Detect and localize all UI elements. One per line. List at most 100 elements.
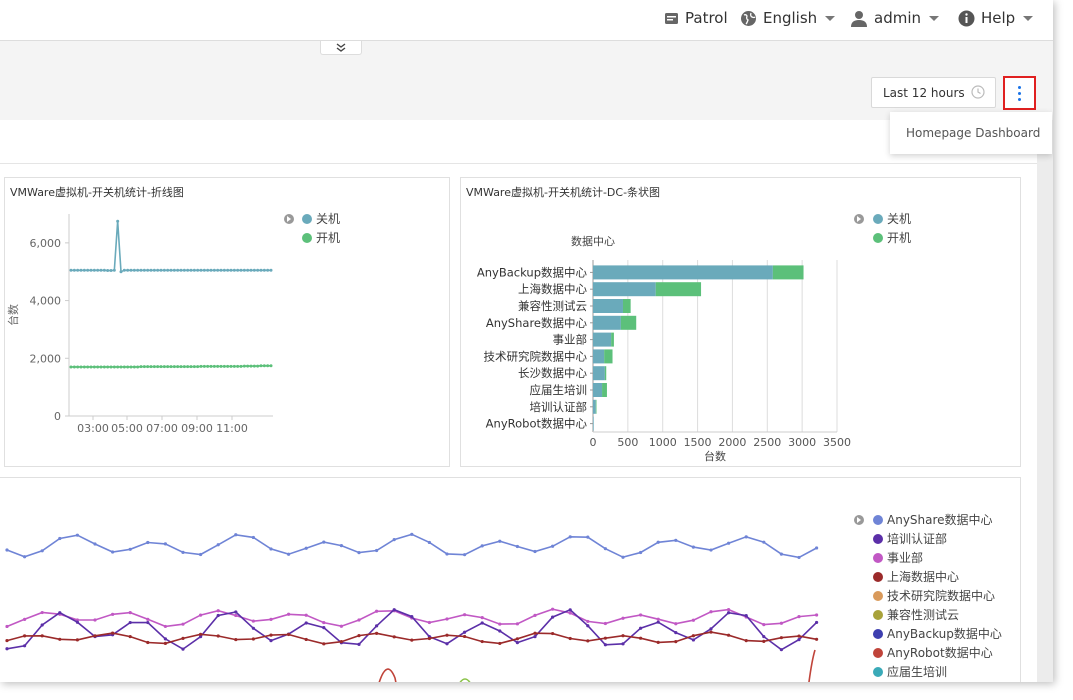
x-tick-label: 2500 bbox=[753, 436, 781, 449]
data-point bbox=[691, 638, 696, 642]
data-point bbox=[674, 622, 678, 626]
data-point bbox=[82, 268, 86, 272]
info-icon bbox=[958, 10, 975, 27]
time-range-picker[interactable]: Last 12 hours bbox=[871, 77, 996, 108]
legend-item-off[interactable]: 关机 bbox=[302, 210, 340, 227]
data-point bbox=[727, 607, 731, 612]
data-point bbox=[236, 268, 240, 272]
data-point bbox=[392, 538, 396, 542]
help-menu[interactable]: Help bbox=[958, 0, 1034, 36]
legend-item-off[interactable]: 关机 bbox=[873, 210, 911, 227]
data-point bbox=[709, 610, 713, 614]
legend-item[interactable]: AnyShare数据中心 bbox=[873, 511, 993, 528]
data-point bbox=[169, 365, 173, 369]
data-point bbox=[375, 631, 379, 635]
legend-expand-icon[interactable] bbox=[284, 214, 294, 224]
legend-item[interactable]: 技术研究院数据中心 bbox=[873, 587, 995, 604]
data-point bbox=[410, 532, 414, 536]
data-point bbox=[249, 268, 253, 272]
data-point bbox=[252, 268, 256, 272]
patrol-menu[interactable]: Patrol bbox=[664, 0, 728, 36]
data-point bbox=[445, 617, 449, 621]
data-point bbox=[159, 268, 163, 272]
y-axis-label: 台数 bbox=[6, 304, 20, 326]
x-tick-label: 11:00 bbox=[216, 422, 248, 435]
legend-marker bbox=[873, 213, 883, 224]
legend-item[interactable]: 上海数据中心 bbox=[873, 568, 959, 585]
data-point bbox=[109, 269, 113, 273]
legend-item[interactable]: 培训认证部 bbox=[873, 530, 947, 547]
legend-marker bbox=[873, 552, 883, 563]
data-point bbox=[242, 268, 246, 272]
data-point bbox=[199, 552, 203, 557]
data-point bbox=[189, 268, 193, 272]
data-point bbox=[111, 612, 115, 616]
data-point bbox=[339, 544, 343, 548]
data-point bbox=[199, 268, 203, 272]
data-point bbox=[111, 631, 115, 635]
data-point bbox=[251, 637, 255, 641]
data-point bbox=[533, 613, 537, 618]
data-point bbox=[146, 640, 150, 645]
data-point bbox=[75, 638, 79, 642]
legend-item[interactable]: AnyRobot数据中心 bbox=[873, 644, 993, 661]
data-point bbox=[727, 611, 731, 615]
data-point bbox=[149, 268, 153, 272]
legend-item-on[interactable]: 开机 bbox=[873, 229, 911, 246]
category-label: AnyShare数据中心 bbox=[486, 316, 588, 330]
data-point bbox=[674, 538, 678, 542]
legend-marker bbox=[873, 647, 883, 658]
legend-expand-icon[interactable] bbox=[854, 214, 864, 224]
data-point bbox=[815, 637, 819, 641]
language-menu[interactable]: English bbox=[740, 0, 836, 36]
data-point bbox=[92, 365, 96, 369]
data-point bbox=[196, 268, 200, 272]
data-point bbox=[159, 365, 163, 369]
data-point bbox=[72, 268, 76, 272]
legend-label: 开机 bbox=[316, 231, 341, 245]
legend-label: AnyBackup数据中心 bbox=[887, 627, 1002, 641]
data-point bbox=[149, 365, 153, 369]
data-point bbox=[126, 268, 130, 272]
data-point bbox=[102, 365, 106, 369]
data-point bbox=[445, 633, 449, 637]
data-point bbox=[162, 268, 166, 272]
bar-segment-关机 bbox=[593, 399, 596, 414]
vertical-scrollbar[interactable] bbox=[1037, 120, 1053, 682]
legend-marker bbox=[873, 514, 883, 525]
legend-item-on[interactable]: 开机 bbox=[302, 229, 340, 246]
data-point bbox=[779, 636, 784, 640]
data-point bbox=[262, 268, 266, 272]
data-point bbox=[226, 268, 230, 272]
bar-segment-关机 bbox=[593, 332, 612, 347]
data-point bbox=[152, 365, 156, 369]
more-options-button[interactable] bbox=[1003, 76, 1036, 110]
collapse-toggle-button[interactable] bbox=[320, 41, 362, 55]
data-point bbox=[249, 364, 253, 368]
homepage-dashboard-menu-item[interactable]: Homepage Dashboard bbox=[906, 126, 1041, 140]
data-point bbox=[427, 540, 431, 545]
language-label: English bbox=[763, 9, 818, 27]
patrol-label: Patrol bbox=[685, 9, 728, 27]
data-point bbox=[139, 268, 143, 272]
data-point bbox=[322, 642, 326, 646]
data-point bbox=[266, 364, 270, 368]
options-dropdown-menu[interactable]: Homepage Dashboard bbox=[890, 112, 1052, 154]
data-point bbox=[129, 365, 133, 369]
data-point bbox=[119, 270, 123, 274]
user-menu[interactable]: admin bbox=[850, 0, 939, 36]
globe-icon bbox=[740, 10, 757, 27]
legend-item[interactable]: AnyBackup数据中心 bbox=[873, 625, 1002, 642]
bar-segment-开机 bbox=[604, 366, 607, 381]
legend-marker bbox=[873, 590, 883, 601]
legend-item[interactable]: 兼容性测试云 bbox=[873, 606, 959, 623]
data-point bbox=[691, 545, 696, 549]
legend-label: AnyRobot数据中心 bbox=[887, 646, 993, 660]
data-point bbox=[639, 550, 643, 555]
legend-item[interactable]: 应届生培训 bbox=[873, 663, 947, 680]
legend-item[interactable]: 事业部 bbox=[873, 549, 923, 566]
data-point bbox=[202, 268, 206, 272]
y-tick-label: 6,000 bbox=[30, 237, 62, 250]
data-point bbox=[229, 364, 233, 368]
legend-expand-icon[interactable] bbox=[854, 515, 864, 525]
